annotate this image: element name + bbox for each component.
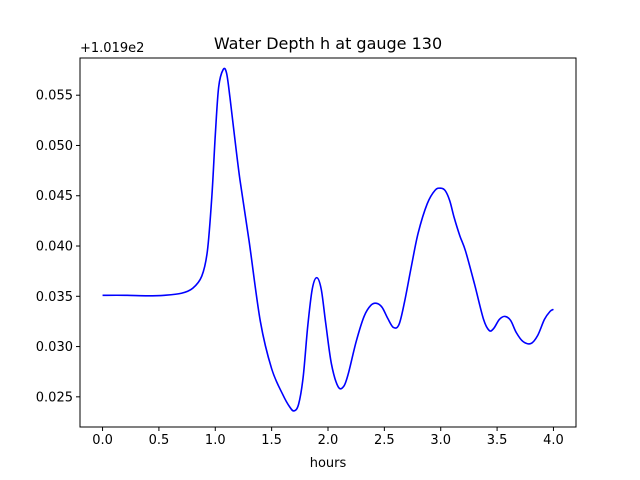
x-tick-label: 0.5 <box>149 433 170 448</box>
y-tick-label: 0.025 <box>36 390 73 405</box>
y-tick-label: 0.045 <box>36 189 73 204</box>
x-tick-label: 1.0 <box>205 433 226 448</box>
x-tick-label: 3.0 <box>430 433 451 448</box>
plot-area <box>102 67 554 412</box>
x-tick-label: 2.0 <box>318 433 339 448</box>
x-tick-label: 3.5 <box>487 433 508 448</box>
y-tick-label: 0.035 <box>36 290 73 305</box>
x-tick-label: 2.5 <box>374 433 395 448</box>
y-tick-label: 0.030 <box>36 340 73 355</box>
x-tick-label: 0.0 <box>92 433 113 448</box>
x-tick-label: 1.5 <box>261 433 282 448</box>
y-offset-label: +1.019e2 <box>80 41 144 56</box>
y-tick-label: 0.050 <box>36 139 73 154</box>
axes-frame <box>79 57 577 428</box>
chart-title: Water Depth h at gauge 130 <box>214 34 442 53</box>
x-axis-label: hours <box>310 456 347 471</box>
y-tick-label: 0.055 <box>36 89 73 104</box>
x-axis: 0.0 0.5 1.0 1.5 2.0 2.5 3.0 3.5 4.0 <box>92 427 564 448</box>
y-tick-label: 0.040 <box>36 240 73 255</box>
x-tick-label: 4.0 <box>543 433 564 448</box>
series-line-0 <box>102 67 554 412</box>
y-axis: 0.025 0.030 0.035 0.040 0.045 0.050 0.055 <box>36 89 80 405</box>
